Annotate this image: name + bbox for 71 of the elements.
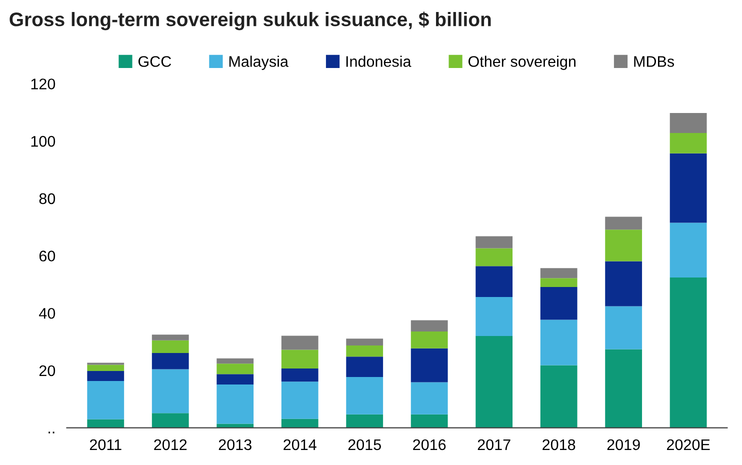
bar: [346, 338, 384, 346]
x-tick-label: 2020E: [666, 439, 710, 450]
bar: [410, 414, 448, 428]
bar: [281, 368, 318, 382]
bar: [605, 216, 642, 230]
x-tick-label: 2016: [413, 439, 446, 450]
bar: [540, 278, 578, 288]
y-tick-label: 120: [31, 78, 56, 90]
x-tick-label: 2014: [284, 439, 316, 450]
bar: [476, 248, 513, 266]
bar: [152, 334, 189, 340]
x-tick-label: 2012: [154, 439, 187, 450]
bar: [476, 266, 513, 298]
bar: [87, 364, 124, 372]
bar: [670, 222, 707, 278]
bar: [216, 358, 254, 364]
x-tick-label: 2017: [478, 439, 510, 450]
chart-title: Gross long-term sovereign sukuk issuance, $ billion: [10, 12, 491, 30]
bar: [281, 382, 318, 419]
bar: [410, 382, 448, 414]
legend-label: Other sovereign: [468, 56, 576, 70]
bar: [410, 320, 448, 332]
legend-label: Indonesia: [346, 56, 412, 67]
bar: [410, 331, 448, 348]
bar: [152, 352, 189, 370]
x-tick-label: 2015: [348, 439, 381, 450]
bar: [216, 384, 254, 424]
bar: [346, 414, 384, 428]
bar: [346, 356, 384, 378]
bar: [670, 153, 707, 223]
bar: [540, 320, 578, 366]
bar: [540, 268, 578, 278]
y-tick-label: 60: [39, 250, 56, 262]
y-tick-label: ..: [48, 432, 54, 434]
bar: [670, 278, 707, 428]
bar: [540, 365, 578, 428]
bar: [670, 133, 707, 154]
bar: [281, 350, 318, 368]
legend-label: MDBs: [634, 56, 674, 67]
bar: [605, 349, 642, 428]
bar: [87, 381, 124, 420]
bar: [152, 413, 189, 428]
y-tick-label: 40: [39, 308, 56, 319]
bar: [670, 112, 707, 134]
bar: [346, 377, 384, 414]
bar: [476, 297, 513, 336]
x-tick-label: 2019: [607, 439, 640, 450]
y-tick-label: 20: [39, 365, 56, 376]
bar: [605, 261, 642, 306]
bar: [216, 364, 254, 374]
x-tick-label: 2011: [90, 439, 122, 450]
bar: [152, 369, 189, 414]
legend-label: GCC: [138, 56, 172, 67]
bar: [216, 374, 254, 384]
bar: [410, 348, 448, 382]
y-tick-label: 80: [39, 193, 56, 204]
bar: [87, 371, 124, 382]
legend-label: Malaysia: [229, 56, 288, 70]
x-tick-label: 2018: [542, 439, 576, 450]
bar: [87, 419, 124, 428]
bar: [540, 287, 578, 320]
bar: [476, 236, 513, 248]
bar: [346, 346, 384, 357]
x-tick-label: 2013: [218, 439, 252, 450]
y-tick-label: 100: [31, 136, 56, 147]
bar: [476, 336, 513, 428]
bar: [152, 340, 189, 353]
bar: [281, 336, 318, 350]
bar: [605, 306, 642, 350]
bar: [281, 418, 318, 428]
bar: [605, 230, 642, 262]
